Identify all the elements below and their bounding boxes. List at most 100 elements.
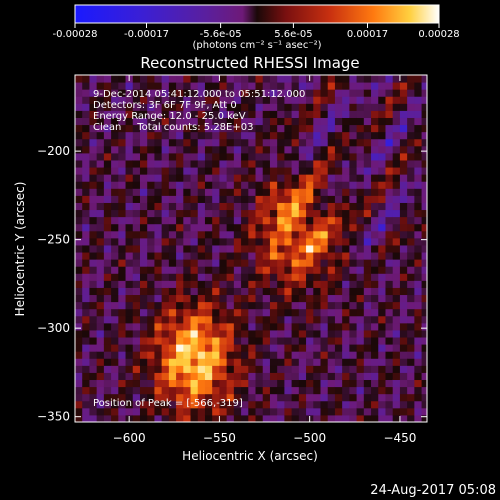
heat-cell [103, 315, 112, 324]
heat-cell [161, 202, 170, 211]
heat-cell [371, 188, 379, 196]
heat-cell [154, 124, 163, 133]
heat-cell [212, 103, 220, 111]
heat-cell [96, 82, 105, 90]
heat-cell [371, 174, 379, 182]
heat-cell [219, 138, 228, 147]
heat-cell [248, 393, 257, 402]
heat-cell [241, 308, 249, 317]
heat-cell [118, 358, 127, 366]
heat-cell [125, 244, 134, 253]
heat-cell [75, 138, 83, 147]
heat-cell [334, 301, 343, 310]
heat-cell [226, 110, 235, 118]
heat-cell [161, 414, 170, 422]
heat-cell [183, 75, 192, 83]
heat-cell [378, 202, 386, 211]
heat-cell [371, 358, 379, 366]
heat-cell [407, 407, 415, 416]
heat-cell [212, 386, 220, 395]
heat-cell [385, 188, 394, 196]
heat-cell [197, 358, 206, 366]
heat-cell [255, 216, 264, 225]
heat-cell [190, 407, 199, 416]
heat-cell [392, 308, 401, 317]
heat-cell [421, 145, 427, 154]
heat-cell [154, 145, 163, 154]
heat-cell [139, 174, 148, 182]
heat-cell [327, 181, 336, 189]
heat-cell [385, 195, 394, 203]
heat-cell [327, 287, 336, 296]
heat-cell [269, 216, 278, 225]
heat-cell [241, 322, 249, 331]
heat-cell [154, 174, 163, 182]
heat-cell [298, 230, 307, 239]
heat-cell [248, 138, 257, 147]
heat-cell [255, 96, 264, 104]
heat-cell [197, 379, 206, 388]
heat-cell [75, 273, 83, 281]
heat-cell [342, 372, 350, 381]
heat-cell [385, 358, 394, 366]
heat-cell [139, 400, 148, 409]
heat-cell [147, 259, 155, 267]
heat-cell [132, 195, 141, 203]
heat-cell [190, 181, 199, 189]
heat-cell [421, 216, 427, 225]
heat-cell [284, 294, 293, 303]
heat-cell [212, 252, 220, 260]
heat-cell [176, 372, 184, 381]
heat-cell [407, 259, 415, 267]
heat-cell [139, 273, 148, 281]
heat-cell [204, 294, 213, 303]
heat-cell [75, 216, 83, 225]
heat-cell [291, 152, 300, 161]
heat-cell [284, 244, 293, 253]
heat-cell [219, 294, 228, 303]
heat-cell [371, 89, 379, 97]
heat-cell [392, 75, 401, 83]
y-axis-label: Heliocentric Y (arcsec) [13, 182, 27, 317]
heat-cell [190, 237, 199, 246]
heat-cell [327, 329, 336, 338]
heat-cell [284, 89, 293, 97]
heat-cell [75, 82, 83, 90]
heat-cell [269, 266, 278, 274]
heat-cell [399, 216, 408, 225]
heat-cell [168, 174, 177, 182]
heat-cell [385, 110, 394, 118]
heat-cell [125, 188, 134, 196]
heat-cell [349, 280, 358, 288]
heat-cell [342, 159, 350, 168]
heat-cell [183, 96, 192, 104]
heat-cell [241, 358, 249, 366]
heat-cell [82, 82, 90, 90]
heat-cell [204, 344, 213, 352]
heat-cell [89, 223, 98, 232]
heat-cell [111, 358, 119, 366]
heat-cell [197, 124, 206, 133]
heat-cell [291, 287, 300, 296]
heat-cell [226, 96, 235, 104]
heat-cell [407, 89, 415, 97]
heat-cell [190, 372, 199, 381]
heat-cell [154, 379, 163, 388]
heat-cell [161, 252, 170, 260]
heat-cell [154, 82, 163, 90]
heat-cell [233, 386, 242, 395]
heat-cell [125, 322, 134, 331]
heat-cell [407, 337, 415, 345]
heat-cell [197, 174, 206, 182]
heat-cell [378, 152, 386, 161]
annotation-block: 9-Dec-2014 05:41:12.000 to 05:51:12.000 … [93, 89, 305, 133]
heat-cell [204, 379, 213, 388]
heat-cell [161, 329, 170, 338]
heat-cell [298, 188, 307, 196]
heat-cell [399, 386, 408, 395]
heat-cell [277, 273, 285, 281]
heat-cell [269, 273, 278, 281]
heat-cell [125, 145, 134, 154]
heat-cell [125, 138, 134, 147]
heat-cell [241, 252, 249, 260]
